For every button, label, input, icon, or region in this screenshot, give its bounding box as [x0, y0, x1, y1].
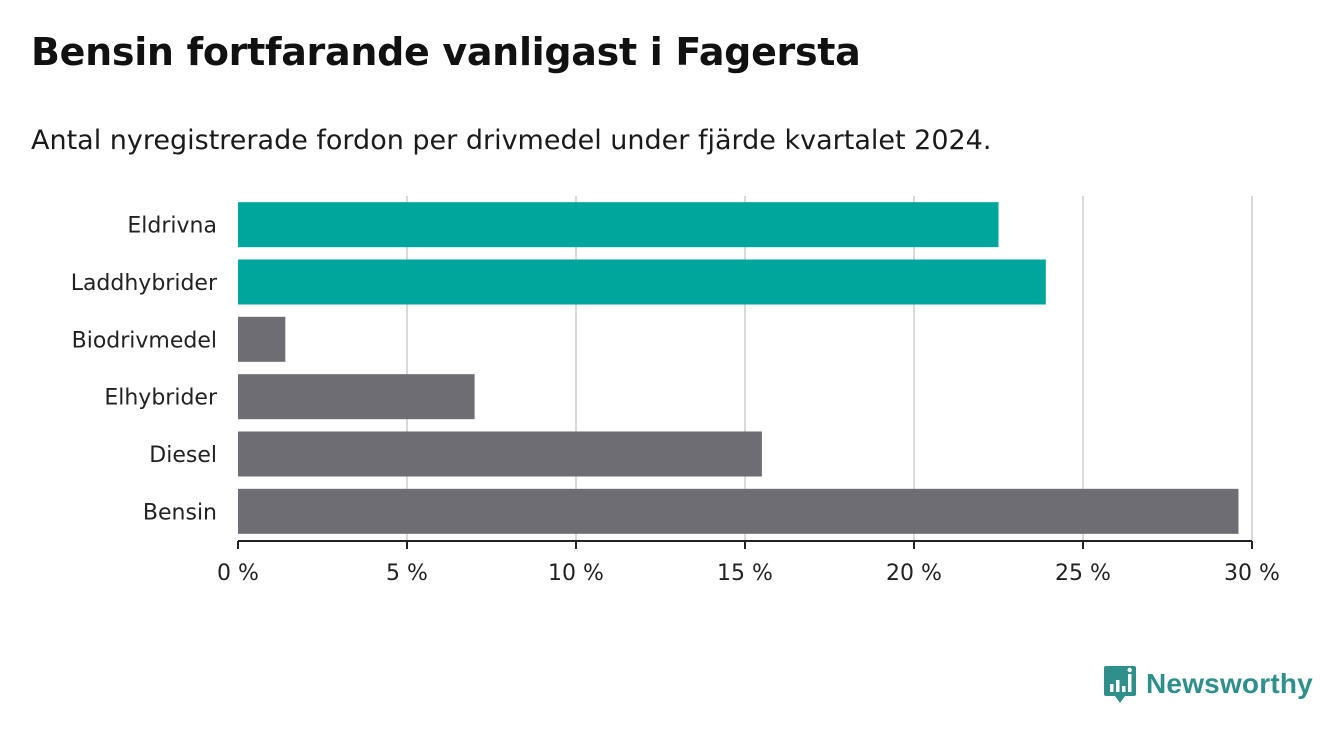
bar-elhybrider	[238, 374, 475, 420]
chart-subtitle: Antal nyregistrerade fordon per drivmede…	[31, 125, 992, 156]
x-tick-label-10: 10 %	[548, 561, 604, 586]
category-label-biodrivmedel: Biodrivmedel	[72, 328, 217, 353]
bar-eldrivna	[238, 202, 999, 248]
x-tick-label-25: 25 %	[1055, 561, 1111, 586]
newsworthy-logo-icon	[1104, 666, 1136, 703]
bar-chart: 0 % 5 % 10 % 15 % 20 % 25 % 30 % Eldrivna Laddh…	[71, 196, 1280, 586]
grid-lines	[406, 196, 1253, 540]
bar-diesel	[238, 431, 762, 477]
x-axis: 0 % 5 % 10 % 15 % 20 % 25 % 30 %	[217, 540, 1280, 586]
x-tick-label-15: 15 %	[717, 561, 773, 586]
newsworthy-logo-text: Newsworthy	[1146, 668, 1313, 699]
category-label-bensin: Bensin	[143, 500, 217, 525]
category-label-elhybrider: Elhybrider	[104, 386, 218, 411]
category-label-laddhybrider: Laddhybrider	[71, 271, 218, 296]
newsworthy-logo: Newsworthy	[1103, 662, 1313, 706]
bar-biodrivmedel	[238, 316, 286, 362]
chart-title: Bensin fortfarande vanligast i Fagersta	[31, 30, 861, 74]
x-tick-label-0: 0 %	[217, 561, 259, 586]
category-labels: Eldrivna Laddhybrider Biodrivmedel Elhybrid…	[71, 214, 218, 526]
x-tick-label-30: 30 %	[1224, 561, 1280, 586]
category-label-diesel: Diesel	[149, 443, 217, 468]
x-tick-label-5: 5 %	[386, 561, 428, 586]
bar-bensin	[238, 488, 1239, 534]
category-label-eldrivna: Eldrivna	[127, 214, 217, 239]
x-tick-label-20: 20 %	[886, 561, 942, 586]
bars	[238, 202, 1239, 534]
bar-laddhybrider	[238, 259, 1046, 305]
